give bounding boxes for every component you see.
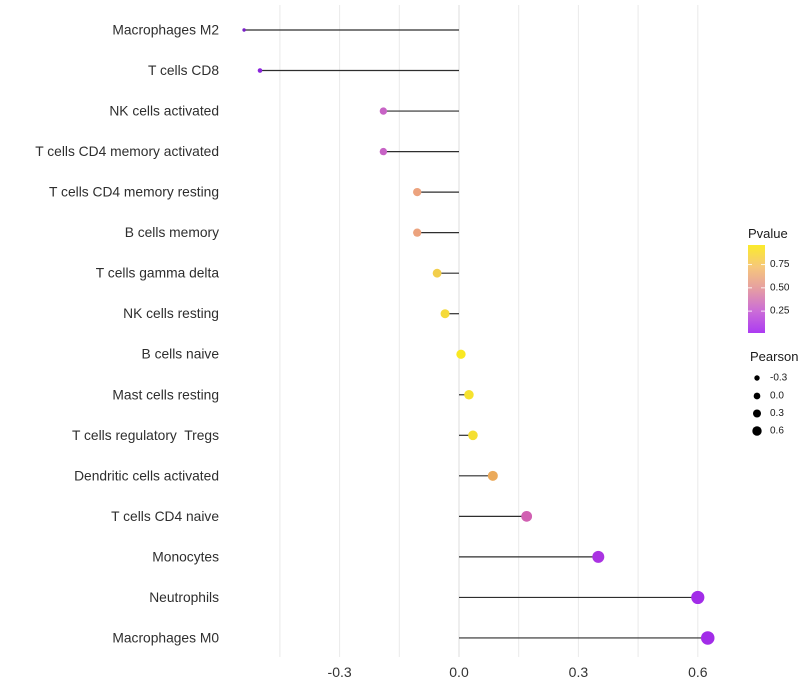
legend: Pvalue 0.75 0.50 0.25 Pearson -0.3 0.0 0.3 0.… [748, 226, 798, 437]
pvalue-gradient-bar [748, 245, 765, 333]
pvalue-gradient-ticks: 0.75 0.50 0.25 [748, 259, 790, 317]
pearson-size-dot [754, 375, 760, 381]
x-axis-tick-label: -0.3 [328, 664, 352, 680]
pvalue-tick-label: 0.50 [770, 282, 790, 293]
pearson-size-label: -0.3 [770, 373, 788, 384]
y-axis-labels: Macrophages M2 T cells CD8 NK cells activa… [35, 23, 219, 646]
y-axis-label: T cells CD4 naive [111, 509, 219, 524]
pvalue-tick-label: 0.75 [770, 259, 790, 270]
y-axis-label: T cells regulatory Tregs [72, 428, 219, 443]
y-axis-label: Monocytes [152, 549, 219, 564]
pearson-size-label: 0.3 [770, 408, 784, 419]
y-axis-label: T cells gamma delta [96, 266, 220, 281]
pvalue-legend-title: Pvalue [748, 226, 788, 241]
lollipop-dot [521, 510, 533, 522]
pearson-size-label: 0.0 [770, 391, 784, 402]
lollipop-dot [464, 390, 474, 400]
y-axis-label: Neutrophils [149, 590, 219, 605]
lollipop-dot [242, 28, 246, 32]
x-axis-tick-label: 0.0 [449, 664, 469, 680]
lollipop-dot [468, 430, 478, 441]
lollipop-dot [432, 268, 442, 278]
pearson-size-dot [753, 409, 761, 418]
y-axis-label: Mast cells resting [112, 387, 219, 402]
lollipop-dot [440, 309, 450, 319]
y-axis-label: NK cells activated [109, 104, 219, 119]
x-axis-tick-label: 0.6 [688, 664, 708, 680]
x-axis-labels: -0.3 0.0 0.3 0.6 [328, 664, 708, 680]
y-axis-label: Macrophages M2 [112, 23, 219, 38]
lollipop-dot [379, 107, 388, 115]
x-axis-tick-label: 0.3 [569, 664, 589, 680]
y-axis-label: B cells memory [125, 225, 219, 240]
pearson-size-dot [753, 392, 761, 400]
pvalue-tick-label: 0.25 [770, 306, 790, 317]
y-axis-label: B cells naive [142, 347, 220, 362]
lollipop-dot [487, 470, 498, 481]
y-axis-label: T cells CD4 memory resting [49, 185, 219, 200]
lollipop-series [242, 28, 715, 645]
gridlines [279, 5, 699, 657]
lollipop-dot [257, 68, 263, 73]
lollipop-dot [379, 147, 388, 156]
pearson-legend-title: Pearson [750, 349, 798, 364]
y-axis-label: Dendritic cells activated [74, 468, 219, 483]
lollipop-dot [701, 631, 715, 645]
y-axis-label: T cells CD4 memory activated [35, 144, 219, 159]
pearson-size-label: 0.6 [770, 426, 784, 437]
y-axis-label: NK cells resting [123, 306, 219, 321]
lollipop-dot [413, 228, 422, 237]
lollipop-dot [691, 590, 705, 605]
lollipop-dot [592, 550, 605, 563]
y-axis-label: Macrophages M0 [112, 630, 219, 645]
lollipop-dot [413, 187, 422, 197]
y-axis-label: T cells CD8 [148, 63, 219, 78]
pearson-size-legend: -0.3 0.0 0.3 0.6 [752, 373, 788, 437]
pearson-size-dot [752, 426, 762, 436]
lollipop-dot [456, 349, 466, 359]
